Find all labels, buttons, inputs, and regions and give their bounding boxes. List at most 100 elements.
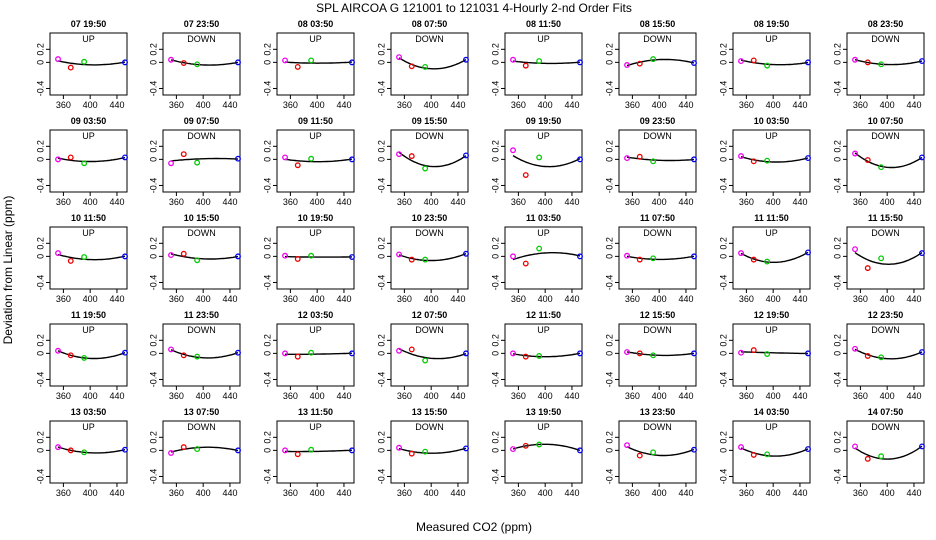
standard-point bbox=[577, 350, 583, 357]
x-tick-label: 360 bbox=[283, 488, 298, 498]
panel-direction: UP bbox=[82, 422, 95, 432]
standard-point bbox=[422, 165, 429, 172]
standard-point bbox=[396, 347, 402, 354]
standard-point bbox=[852, 150, 858, 157]
standard-point bbox=[764, 258, 771, 265]
standard-point bbox=[168, 346, 174, 353]
x-tick-label: 400 bbox=[880, 197, 895, 207]
standard-point bbox=[750, 158, 757, 165]
x-tick-label: 360 bbox=[511, 197, 526, 207]
standard-point bbox=[81, 160, 88, 167]
y-tick-label: -0.4 bbox=[35, 178, 45, 194]
y-tick-label: -0.4 bbox=[262, 178, 272, 194]
y-tick-label: -0.4 bbox=[376, 178, 386, 194]
standard-point bbox=[878, 453, 885, 460]
y-tick-label: 0 bbox=[490, 60, 500, 65]
x-tick-label: 360 bbox=[397, 197, 412, 207]
standard-point bbox=[691, 60, 697, 66]
x-tick-label: 360 bbox=[511, 100, 526, 110]
y-tick-label: 0.2 bbox=[148, 334, 158, 347]
panel: 13 07:50 DOWN -0.4 0 0.2 360 400 440 bbox=[148, 407, 241, 498]
y-tick-label: 0 bbox=[35, 60, 45, 65]
y-tick-label: -0.4 bbox=[35, 275, 45, 291]
panel: 13 03:50 UP -0.4 0 0.2 360 400 440 bbox=[35, 407, 128, 498]
y-tick-label: 0 bbox=[718, 351, 728, 356]
standard-point bbox=[308, 57, 315, 64]
panel-title: 14 07:50 bbox=[868, 407, 904, 417]
y-tick-label: 0.2 bbox=[35, 237, 45, 250]
panel-frame bbox=[846, 226, 925, 290]
standard-point bbox=[168, 252, 174, 259]
x-tick-label: 360 bbox=[169, 100, 184, 110]
fit-curve bbox=[170, 349, 239, 359]
x-tick-label: 440 bbox=[109, 391, 124, 401]
x-tick-label: 400 bbox=[538, 197, 553, 207]
panel: 10 11:50 UP -0.4 0 0.2 360 400 440 bbox=[35, 213, 128, 304]
y-tick-label: 0.2 bbox=[832, 334, 842, 347]
standard-point bbox=[67, 352, 74, 359]
standard-point bbox=[650, 56, 657, 63]
x-tick-label: 360 bbox=[56, 488, 71, 498]
panel: 12 07:50 DOWN -0.4 0 0.2 360 400 440 bbox=[376, 310, 469, 401]
y-tick-label: 0 bbox=[35, 448, 45, 453]
panel-title: 09 11:50 bbox=[298, 116, 333, 126]
panel: 14 07:50 DOWN -0.4 0 0.2 360 400 440 bbox=[832, 407, 925, 498]
panel: 12 15:50 DOWN -0.4 0 0.2 360 400 440 bbox=[604, 310, 697, 401]
y-tick-label: 0.2 bbox=[376, 140, 386, 153]
standard-point bbox=[805, 249, 811, 256]
standard-point bbox=[650, 352, 657, 359]
y-tick-label: -0.4 bbox=[376, 372, 386, 388]
x-tick-label: 440 bbox=[792, 197, 807, 207]
y-tick-label: -0.4 bbox=[376, 81, 386, 97]
panel-direction: DOWN bbox=[415, 131, 444, 141]
standard-point bbox=[194, 159, 201, 166]
standard-point bbox=[396, 151, 402, 158]
fit-curve bbox=[284, 158, 353, 163]
standard-point bbox=[522, 442, 529, 449]
fit-curve bbox=[57, 60, 126, 66]
panel-title: 10 07:50 bbox=[868, 116, 904, 126]
panel-direction: DOWN bbox=[415, 422, 444, 432]
x-tick-label: 440 bbox=[222, 391, 237, 401]
panel: 10 23:50 DOWN -0.4 0 0.2 360 400 440 bbox=[376, 213, 469, 304]
fit-curve bbox=[170, 59, 239, 66]
y-tick-label: 0 bbox=[262, 448, 272, 453]
standard-point bbox=[764, 451, 771, 458]
y-tick-label: 0.2 bbox=[604, 334, 614, 347]
standard-point bbox=[805, 59, 811, 66]
panel-direction: UP bbox=[309, 325, 322, 335]
panel-direction: UP bbox=[82, 228, 95, 238]
panel-title: 14 03:50 bbox=[754, 407, 790, 417]
standard-point bbox=[81, 254, 88, 260]
panel-direction: DOWN bbox=[187, 131, 216, 141]
x-tick-label: 360 bbox=[739, 197, 754, 207]
x-tick-label: 360 bbox=[169, 488, 184, 498]
y-tick-label: -0.4 bbox=[262, 372, 272, 388]
y-tick-label: 0.2 bbox=[604, 43, 614, 56]
y-axis-label: Deviation from Linear (ppm) bbox=[1, 196, 15, 345]
x-tick-label: 400 bbox=[766, 100, 781, 110]
panel-title: 10 03:50 bbox=[754, 116, 790, 126]
panel-direction: UP bbox=[309, 34, 322, 44]
y-tick-label: -0.4 bbox=[262, 275, 272, 291]
y-tick-label: 0.2 bbox=[376, 237, 386, 250]
panel-frame bbox=[846, 129, 925, 193]
standard-point bbox=[294, 63, 301, 70]
standard-point bbox=[55, 347, 61, 354]
x-tick-label: 400 bbox=[196, 391, 211, 401]
x-tick-label: 440 bbox=[222, 294, 237, 304]
x-tick-label: 440 bbox=[109, 488, 124, 498]
standard-point bbox=[294, 451, 301, 458]
standard-point bbox=[577, 447, 583, 454]
fit-curve bbox=[854, 348, 923, 360]
fit-curve bbox=[285, 255, 352, 258]
panel-title: 12 11:50 bbox=[526, 310, 561, 320]
fit-curve bbox=[512, 252, 581, 261]
x-tick-label: 440 bbox=[222, 488, 237, 498]
standard-point bbox=[764, 62, 771, 69]
standard-point bbox=[408, 256, 415, 263]
x-tick-label: 400 bbox=[538, 100, 553, 110]
y-tick-label: 0.2 bbox=[35, 140, 45, 153]
y-tick-label: 0 bbox=[832, 60, 842, 65]
panel-direction: DOWN bbox=[871, 325, 900, 335]
